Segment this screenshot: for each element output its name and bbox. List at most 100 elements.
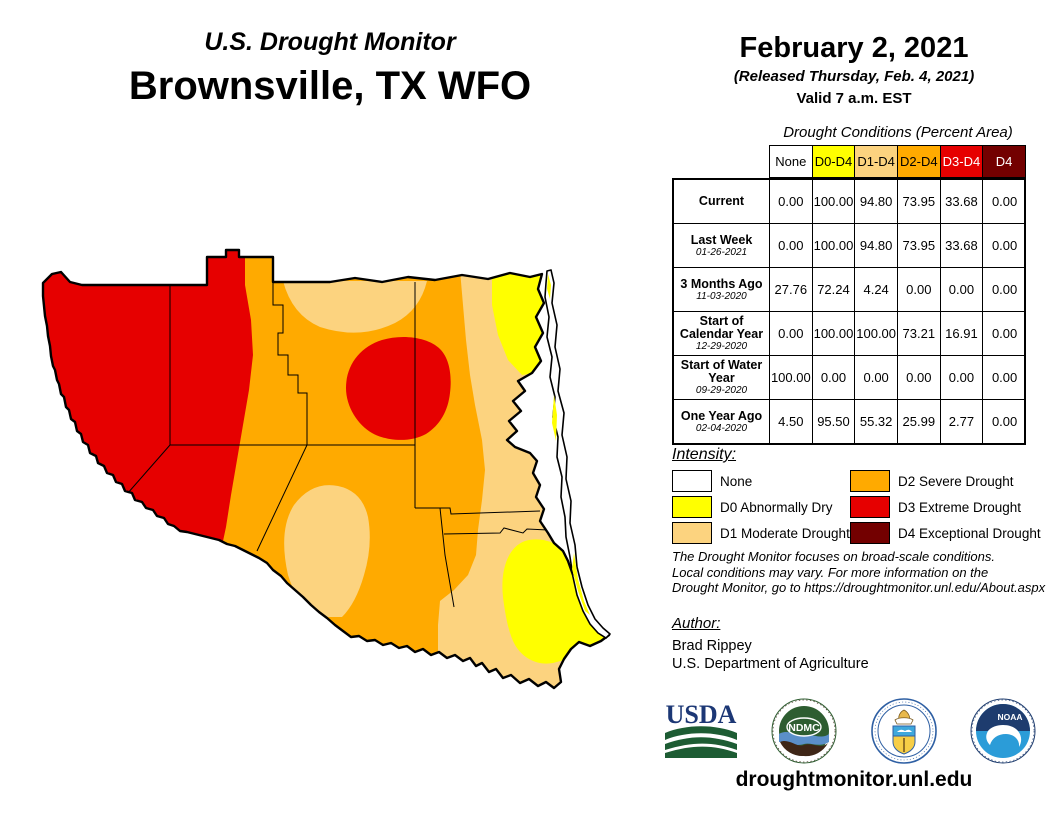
table-cell: 2.77	[941, 400, 984, 443]
column-header-none: None	[769, 145, 813, 178]
table-cell: 0.00	[991, 326, 1018, 341]
table-cell: 55.32	[855, 400, 898, 443]
legend-item: D4 Exceptional Drought	[850, 520, 1041, 546]
table-cell: 100.00	[813, 224, 856, 267]
legend-label: D1 Moderate Drought	[720, 525, 850, 541]
commerce-seal-logo	[870, 698, 937, 764]
table-cell: 94.80	[855, 180, 898, 223]
table-cell: 4.24	[855, 268, 898, 311]
map-region-d1-south	[284, 485, 370, 617]
table-cell: 0.00	[813, 356, 856, 399]
row-label: 3 Months Ago 11-03-2020	[674, 268, 770, 311]
map-region-d0-northeast	[492, 263, 545, 375]
table-cell: 0.00	[898, 356, 941, 399]
row-label: Current	[674, 180, 770, 223]
column-header-d3-d4: D3-D4	[939, 145, 984, 178]
table-caption: Drought Conditions (Percent Area)	[783, 124, 1013, 141]
table-header-row: None D0-D4 D1-D4 D2-D4 D3-D4 D4	[672, 145, 1026, 178]
author-name: Brad Rippey	[672, 638, 752, 654]
legend-item: D3 Extreme Drought	[850, 494, 1036, 520]
table-cell: 100.00	[813, 312, 856, 355]
table-cell: 0.00	[991, 414, 1018, 429]
map-region-d0-southeast	[502, 539, 609, 664]
table-cell: 33.68	[941, 180, 984, 223]
row-label: Last Week 01-26-2021	[674, 224, 770, 267]
table-cell: 72.24	[813, 268, 856, 311]
legend-heading: Intensity:	[672, 446, 737, 463]
agency-logos: USDA NDMC	[664, 698, 1036, 764]
table-cell: 100.00	[813, 180, 856, 223]
table-cell: 25.99	[898, 400, 941, 443]
table-cell: 0.00	[770, 180, 813, 223]
column-header-d2-d4: D2-D4	[896, 145, 941, 178]
table-corner-cell	[671, 145, 770, 176]
table-cell: 95.50	[813, 400, 856, 443]
drought-map	[30, 245, 660, 715]
table-cell: 0.00	[855, 356, 898, 399]
author-heading: Author:	[672, 615, 721, 632]
legend-swatch	[850, 522, 890, 544]
table-cell: 0.00	[941, 268, 984, 311]
valid-time: Valid 7 a.m. EST	[796, 90, 912, 107]
site-url: droughtmonitor.unl.edu	[735, 768, 973, 791]
table-cell: 27.76	[770, 268, 813, 311]
intensity-legend: None D0 Abnormally Dry D1 Moderate Drought…	[672, 468, 1041, 546]
legend-label: D4 Exceptional Drought	[898, 525, 1041, 541]
wfo-boundary	[41, 248, 611, 690]
table-cell: 73.95	[898, 224, 941, 267]
report-date: February 2, 2021	[739, 32, 969, 64]
table-row: 3 Months Ago 11-03-2020 27.76 72.24 4.24 0.00…	[674, 267, 1024, 311]
legend-item: D2 Severe Drought	[850, 468, 1036, 494]
table-row: Current 0.00 100.00 94.80 73.95 33.68 0.00	[674, 180, 1024, 223]
table-cell: 16.91	[941, 312, 984, 355]
report-supertitle: U.S. Drought Monitor	[204, 28, 456, 56]
column-header-d4: D4	[982, 145, 1026, 178]
table-row: Start of Water Year 09-29-2020 100.00 0.00 0…	[674, 355, 1024, 399]
county-borders	[126, 282, 549, 608]
map-region-d3-central	[346, 337, 451, 440]
author-org: U.S. Department of Agriculture	[672, 656, 869, 672]
table-cell: 0.00	[991, 282, 1018, 297]
column-header-d0-d4: D0-D4	[811, 145, 856, 178]
table-cell: 0.00	[991, 238, 1018, 253]
table-cell: 0.00	[941, 356, 984, 399]
table-cell: 94.80	[855, 224, 898, 267]
table-cell: 33.68	[941, 224, 984, 267]
noaa-logo: NOAA	[970, 698, 1036, 764]
legend-label: D3 Extreme Drought	[898, 499, 1022, 515]
table-cell: 100.00	[855, 312, 898, 355]
noaa-logo-text: NOAA	[997, 712, 1022, 722]
usda-logo: USDA	[665, 700, 737, 758]
map-region-d3-west	[43, 250, 253, 627]
column-header-d1-d4: D1-D4	[854, 145, 898, 178]
legend-swatch	[672, 522, 712, 544]
table-body: Current 0.00 100.00 94.80 73.95 33.68 0.00 Last…	[672, 178, 1026, 445]
table-cell: 0.00	[770, 224, 813, 267]
table-cell: 4.50	[770, 400, 813, 443]
ndmc-logo-text: NDMC	[789, 722, 821, 734]
table-row: Start of Calendar Year 12-29-2020 0.00 100.…	[674, 311, 1024, 355]
table-cell: 100.00	[770, 356, 813, 399]
table-cell: 0.00	[898, 268, 941, 311]
row-label: One Year Ago 02-04-2020	[674, 400, 770, 443]
page-title: Brownsville, TX WFO	[128, 64, 532, 108]
legend-label: None	[720, 473, 753, 489]
legend-item: None	[672, 468, 850, 494]
table-cell: 0.00	[770, 312, 813, 355]
legend-item: D1 Moderate Drought	[672, 520, 850, 546]
table-row: Last Week 01-26-2021 0.00 100.00 94.80 73.95 3…	[674, 223, 1024, 267]
released-date: (Released Thursday, Feb. 4, 2021)	[733, 68, 975, 85]
legend-swatch	[672, 470, 712, 492]
table-cell: 0.00	[991, 370, 1018, 385]
table-cell: 73.95	[898, 180, 941, 223]
legend-item: D0 Abnormally Dry	[672, 494, 850, 520]
ndmc-logo: NDMC	[771, 698, 837, 764]
table-cell: 0.00	[991, 194, 1018, 209]
legend-swatch	[850, 470, 890, 492]
row-label: Start of Water Year 09-29-2020	[674, 356, 770, 399]
drought-conditions-table: None D0-D4 D1-D4 D2-D4 D3-D4 D4 Current 0.00 10…	[672, 145, 1026, 445]
disclaimer-text: The Drought Monitor focuses on broad-sca…	[672, 549, 1046, 595]
barrier-island	[544, 269, 611, 639]
usda-logo-text: USDA	[666, 700, 737, 729]
